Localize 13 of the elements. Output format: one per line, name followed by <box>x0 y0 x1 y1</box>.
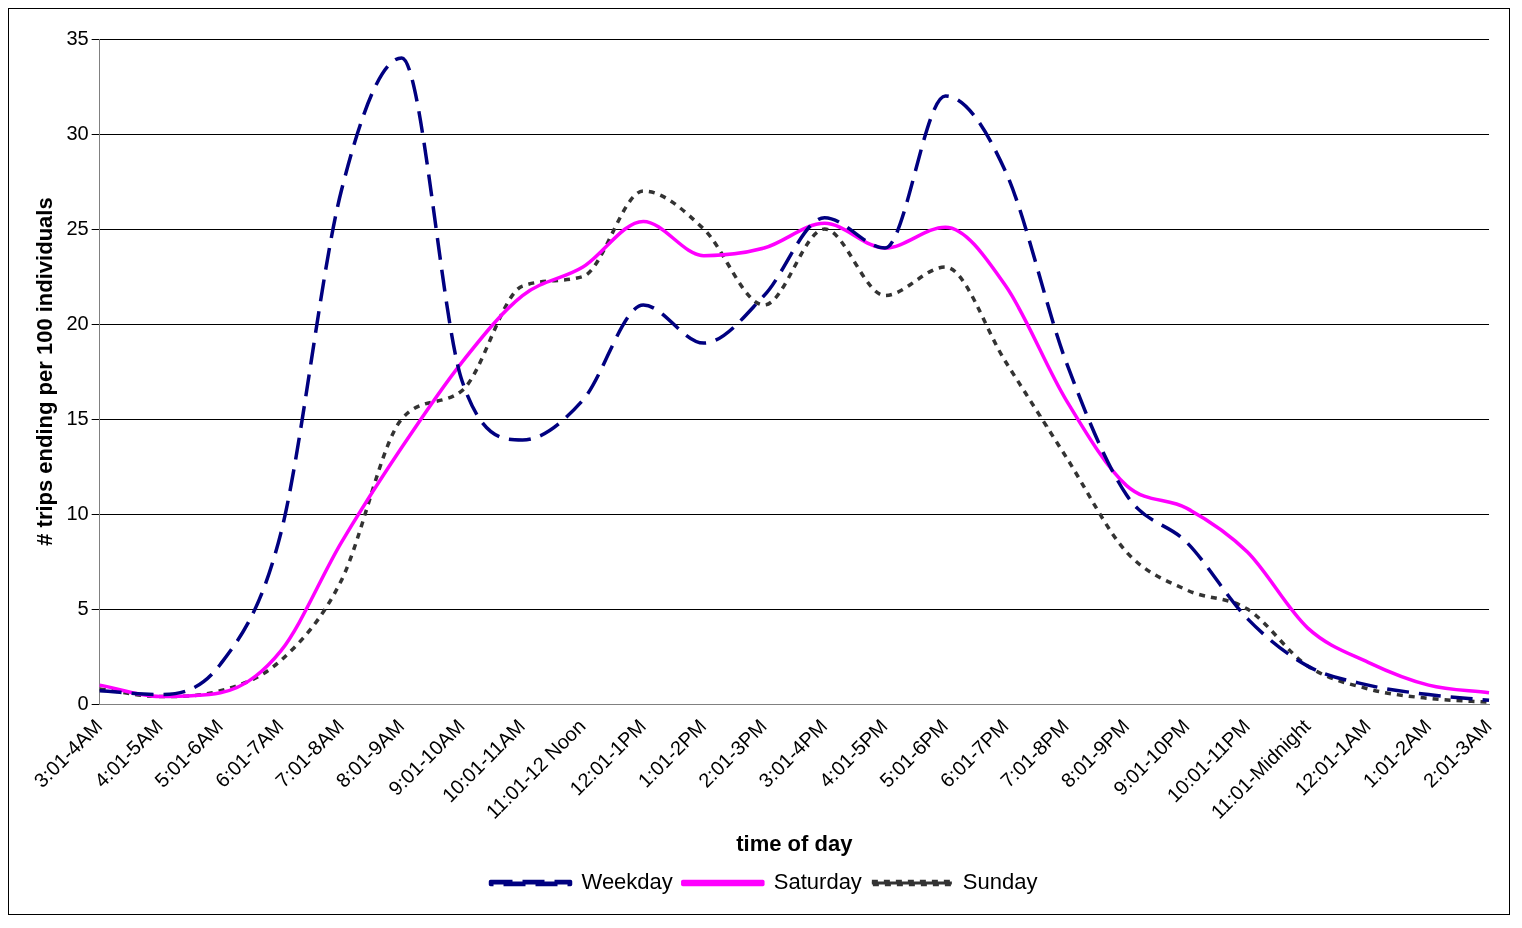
x-axis-title: time of day <box>736 830 854 856</box>
y-tick-label: 0 <box>77 691 89 714</box>
y-axis-title: # trips ending per 100 individuals <box>32 197 58 546</box>
legend-label: Weekday <box>581 869 673 895</box>
legend-label: Sunday <box>962 869 1038 895</box>
y-tick-label: 20 <box>66 311 89 334</box>
y-tick-label: 15 <box>66 406 89 429</box>
y-tick-label: 30 <box>66 121 89 144</box>
y-tick-label: 5 <box>77 596 89 619</box>
y-tick-label: 35 <box>66 26 89 49</box>
y-tick-label: 10 <box>66 501 89 524</box>
y-tick-label: 25 <box>66 216 89 239</box>
legend-label: Saturday <box>773 869 862 895</box>
